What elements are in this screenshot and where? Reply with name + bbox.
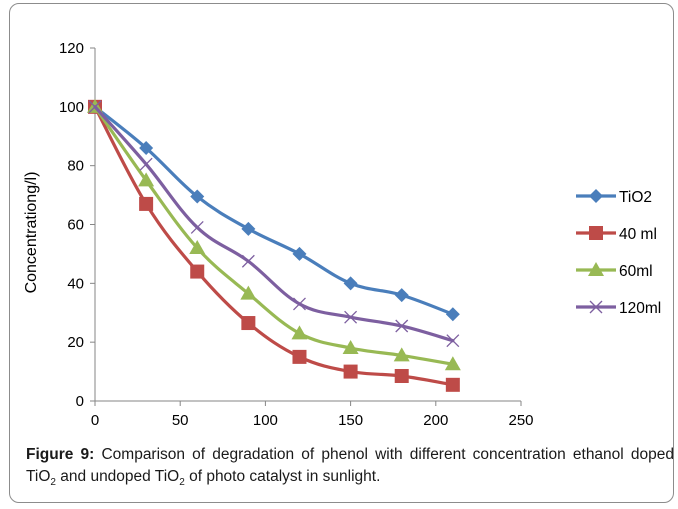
- chart-series: [87, 98, 461, 392]
- legend-item-120ml: 120ml: [576, 300, 661, 317]
- data-point-tio2: [394, 288, 409, 303]
- data-point-tio2: [190, 189, 205, 204]
- data-point-60ml: [342, 340, 359, 355]
- line-chart: 0 20 40 60 80 100 120 0 50 100 150 200 250 Concentra…: [23, 40, 661, 429]
- data-point-120ml: [293, 297, 306, 311]
- data-point-120ml-stroke: [395, 319, 409, 333]
- data-point-120ml: [190, 220, 204, 234]
- caption-sub-1: 2: [50, 477, 56, 489]
- data-point-60ml: [291, 325, 308, 340]
- data-point-tio2: [241, 221, 256, 236]
- data-point-120ml: [139, 157, 153, 171]
- x-tick-label: 150: [338, 412, 363, 429]
- y-tick-label: 40: [67, 275, 84, 292]
- y-tick-label: 80: [67, 158, 84, 175]
- data-point-tio2: [445, 307, 460, 322]
- y-tick-label: 0: [76, 393, 84, 410]
- caption-text-3: of photo catalyst in sunlight.: [184, 468, 381, 485]
- data-point-120ml-stroke: [88, 100, 102, 114]
- data-point-60ml: [138, 172, 155, 187]
- data-point-120ml: [241, 254, 255, 268]
- legend-item-tio2: TiO2: [576, 189, 652, 206]
- legend-item-60ml: 60ml: [576, 262, 653, 280]
- data-point-120ml-stroke: [344, 310, 358, 324]
- data-point-40-ml: [445, 377, 460, 392]
- series-line-120ml: [93, 105, 455, 343]
- data-point-tio2: [292, 246, 307, 261]
- x-tick-label: 0: [91, 412, 99, 429]
- x-tick-label: 50: [172, 412, 189, 429]
- data-point-120ml-stroke: [190, 220, 204, 234]
- legend-label-40-ml: 40 ml: [619, 226, 657, 243]
- data-point-120ml-stroke: [446, 334, 460, 348]
- legend-label-tio2: TiO2: [619, 189, 652, 206]
- figure-frame: 0 20 40 60 80 100 120 0 50 100 150 200 250 Concentra…: [9, 3, 674, 503]
- y-tick-label: 120: [59, 40, 84, 57]
- data-point-60ml: [240, 285, 257, 300]
- legend-label-120ml: 120ml: [619, 300, 661, 317]
- y-tick-label: 100: [59, 99, 84, 116]
- data-point-120ml: [446, 334, 460, 348]
- data-point-120ml: [88, 100, 102, 114]
- data-point-120ml-stroke: [241, 254, 255, 268]
- data-point-40-ml: [190, 264, 205, 279]
- data-point-120ml: [395, 319, 409, 333]
- legend-item-40-ml: 40 ml: [576, 226, 657, 243]
- chart-legend: TiO2 40 ml 60ml 120ml: [576, 189, 661, 317]
- data-point-tio2: [343, 276, 358, 291]
- x-tick-label: 100: [253, 412, 278, 429]
- legend-marker-60ml: [588, 262, 604, 276]
- data-point-40-ml: [241, 316, 256, 331]
- data-point-120ml-stroke: [293, 297, 306, 311]
- data-point-tio2: [139, 141, 154, 156]
- data-point-40-ml: [292, 349, 307, 364]
- y-tick-label: 20: [67, 334, 84, 351]
- data-point-40-ml: [343, 364, 358, 379]
- legend-label-60ml: 60ml: [619, 263, 653, 280]
- data-point-120ml: [344, 310, 358, 324]
- caption-text-1: Comparison of degradation of phenol with…: [26, 446, 674, 485]
- caption-label: Figure 9:: [26, 446, 95, 463]
- data-point-60ml: [189, 240, 206, 255]
- figure-caption: Figure 9: Comparison of degradation of p…: [26, 444, 674, 488]
- data-point-120ml-stroke: [139, 157, 153, 171]
- x-tick-label: 250: [508, 412, 533, 429]
- legend-marker-40-ml: [589, 226, 603, 240]
- data-point-40-ml: [394, 368, 409, 383]
- x-tick-label: 200: [423, 412, 448, 429]
- data-point-40-ml: [139, 196, 154, 211]
- y-axis-label: Concentrationg/l): [23, 172, 40, 294]
- data-point-60ml: [444, 356, 461, 371]
- caption-text-2: and undoped TiO: [55, 468, 180, 485]
- legend-marker-120ml: [589, 300, 603, 314]
- data-point-60ml: [393, 347, 410, 362]
- tick-labels: 0 20 40 60 80 100 120 0 50 100 150 200 250: [59, 40, 534, 429]
- y-tick-label: 60: [67, 217, 84, 234]
- series-120ml: [88, 100, 460, 348]
- caption-sub-2: 2: [179, 477, 185, 489]
- legend-marker-120ml-stroke: [589, 300, 603, 314]
- legend-marker-tio2: [589, 189, 603, 203]
